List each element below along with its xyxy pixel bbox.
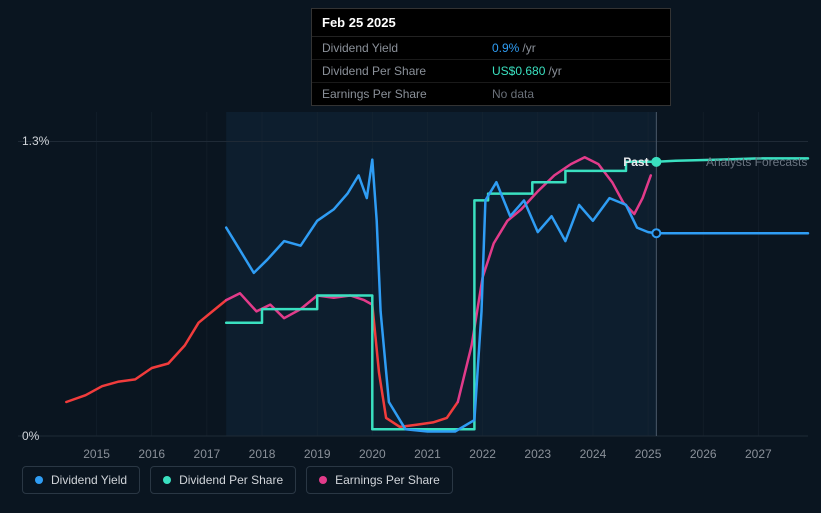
tooltip-label: Dividend Yield [322, 41, 492, 55]
x-axis-label: 2027 [745, 447, 772, 461]
series-marker-dividend-per-share [652, 158, 660, 166]
x-axis-label: 2019 [304, 447, 331, 461]
x-axis-label: 2015 [83, 447, 110, 461]
legend-item[interactable]: Dividend Per Share [150, 466, 296, 494]
tooltip-nodata: No data [492, 87, 534, 101]
series-earnings-past [66, 300, 226, 402]
legend-dot-icon [35, 476, 43, 484]
x-axis-label: 2026 [690, 447, 717, 461]
tooltip-value: 0.9% [492, 41, 519, 55]
x-axis-label: 2018 [249, 447, 276, 461]
y-axis-label: 0% [22, 429, 39, 443]
chart-annotation: Past [623, 155, 648, 169]
legend-label: Dividend Yield [51, 473, 127, 487]
x-axis-label: 2023 [524, 447, 551, 461]
chart-annotation: Analysts Forecasts [706, 155, 807, 169]
chart-legend: Dividend Yield Dividend Per Share Earnings… [22, 466, 453, 494]
x-axis-label: 2022 [469, 447, 496, 461]
tooltip-unit: /yr [522, 41, 535, 55]
tooltip-row: Dividend Yield0.9%/yr [312, 37, 670, 60]
x-axis-label: 2024 [580, 447, 607, 461]
chart-tooltip: Feb 25 2025 Dividend Yield0.9%/yrDividen… [311, 8, 671, 106]
dividend-chart: 0% 1.3% 2015 2016 2017 2018 2019 2020 2021 2022 2… [0, 0, 821, 508]
tooltip-unit: /yr [548, 64, 561, 78]
legend-dot-icon [163, 476, 171, 484]
tooltip-label: Earnings Per Share [322, 87, 492, 101]
x-axis-label: 2016 [138, 447, 165, 461]
tooltip-label: Dividend Per Share [322, 64, 492, 78]
legend-dot-icon [319, 476, 327, 484]
tooltip-value: US$0.680 [492, 64, 545, 78]
x-axis-label: 2025 [635, 447, 662, 461]
tooltip-row: Earnings Per ShareNo data [312, 83, 670, 105]
x-axis-label: 2021 [414, 447, 441, 461]
series-marker-dividend-yield [652, 229, 660, 237]
tooltip-row: Dividend Per ShareUS$0.680/yr [312, 60, 670, 83]
x-axis-label: 2020 [359, 447, 386, 461]
legend-label: Earnings Per Share [335, 473, 440, 487]
legend-item[interactable]: Dividend Yield [22, 466, 140, 494]
tooltip-date: Feb 25 2025 [312, 9, 670, 37]
x-axis-label: 2017 [194, 447, 221, 461]
y-axis-label: 1.3% [22, 134, 49, 148]
legend-label: Dividend Per Share [179, 473, 283, 487]
legend-item[interactable]: Earnings Per Share [306, 466, 453, 494]
